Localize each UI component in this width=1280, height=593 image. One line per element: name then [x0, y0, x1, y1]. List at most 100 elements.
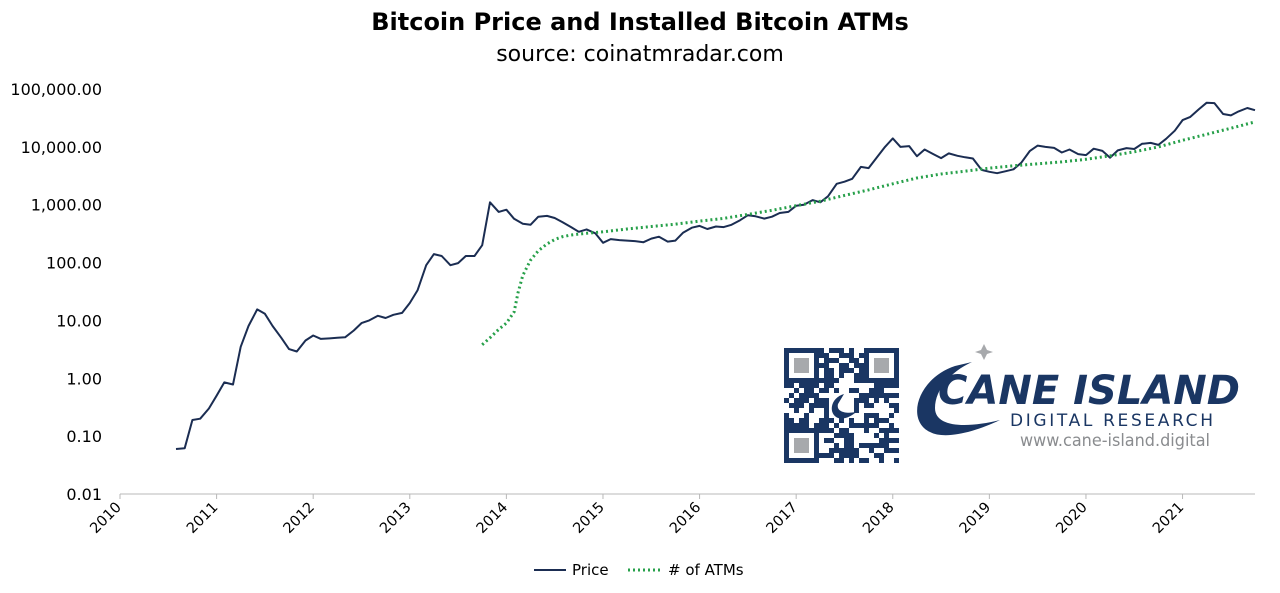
y-tick-label: 100.00: [46, 254, 102, 273]
logo-url: www.cane-island.digital: [1020, 431, 1210, 451]
qr-module: [849, 438, 854, 443]
qr-module: [849, 418, 854, 423]
qr-module: [824, 428, 829, 433]
qr-module: [879, 428, 884, 433]
y-tick-label: 0.10: [66, 427, 102, 446]
qr-module: [849, 353, 854, 358]
qr-module: [854, 453, 859, 458]
qr-module: [789, 403, 794, 408]
qr-module: [824, 383, 829, 388]
qr-module: [884, 448, 889, 453]
qr-module: [869, 448, 874, 453]
qr-module: [784, 413, 789, 418]
qr-module: [839, 418, 844, 423]
qr-module: [894, 448, 899, 453]
x-tick-label: 2014: [474, 500, 511, 537]
qr-module: [874, 383, 879, 388]
qr-module: [819, 418, 824, 423]
qr-module: [829, 373, 834, 378]
qr-module: [794, 398, 799, 403]
qr-module: [804, 383, 809, 388]
qr-module: [784, 383, 789, 388]
y-tick-label: 1.00: [66, 369, 102, 388]
qr-module: [844, 453, 849, 458]
qr-module: [804, 418, 809, 423]
logo-tagline: DIGITAL RESEARCH: [1010, 411, 1218, 431]
qr-module: [819, 398, 824, 403]
y-tick-label: 1,000.00: [31, 196, 102, 215]
x-tick-label: 2020: [1053, 500, 1090, 537]
qr-module: [894, 458, 899, 463]
qr-module: [864, 398, 869, 403]
qr-module: [829, 378, 834, 383]
qr-module: [824, 398, 829, 403]
qr-module: [839, 458, 844, 463]
qr-module: [824, 358, 829, 363]
qr-module: [814, 423, 819, 428]
qr-module: [894, 428, 899, 433]
logo-star-icon: [975, 344, 993, 360]
qr-module: [814, 383, 819, 388]
qr-module: [839, 348, 844, 353]
chart-title: Bitcoin Price and Installed Bitcoin ATMs: [371, 8, 909, 36]
qr-module: [844, 433, 849, 438]
qr-module: [874, 453, 879, 458]
qr-module: [869, 393, 874, 398]
logo-company-name: CANE ISLAND: [938, 368, 1240, 414]
qr-module: [884, 428, 889, 433]
x-tick-label: 2021: [1150, 500, 1187, 537]
qr-module: [854, 358, 859, 363]
qr-module: [824, 378, 829, 383]
qr-module: [844, 428, 849, 433]
qr-module: [879, 443, 884, 448]
qr-module: [844, 368, 849, 373]
qr-module: [884, 443, 889, 448]
qr-module: [874, 388, 879, 393]
qr-module: [869, 388, 874, 393]
qr-finder-inner: [794, 438, 809, 453]
qr-module: [879, 438, 884, 443]
qr-module: [789, 418, 794, 423]
qr-module: [839, 353, 844, 358]
qr-module: [864, 413, 869, 418]
qr-module: [824, 438, 829, 443]
qr-module: [804, 423, 809, 428]
qr-module: [814, 398, 819, 403]
qr-module: [819, 378, 824, 383]
qr-module: [849, 448, 854, 453]
qr-module: [844, 363, 849, 368]
qr-module: [874, 433, 879, 438]
qr-module: [819, 353, 824, 358]
legend-label-price: Price: [572, 561, 609, 579]
qr-module: [864, 403, 869, 408]
qr-module: [874, 398, 879, 403]
qr-module: [789, 383, 794, 388]
qr-module: [844, 438, 849, 443]
qr-module: [824, 373, 829, 378]
qr-module: [879, 453, 884, 458]
qr-module: [854, 363, 859, 368]
qr-module: [819, 363, 824, 368]
qr-module: [839, 433, 844, 438]
qr-module: [864, 428, 869, 433]
qr-module: [819, 388, 824, 393]
qr-module: [839, 453, 844, 458]
qr-module: [884, 398, 889, 403]
qr-module: [834, 448, 839, 453]
legend: Price # of ATMs: [534, 561, 744, 579]
qr-center-logo-icon: [831, 394, 856, 419]
qr-module: [859, 393, 864, 398]
qr-module: [829, 358, 834, 363]
qr-module: [834, 358, 839, 363]
logo-swoosh-icon: [917, 362, 1000, 436]
qr-module: [824, 413, 829, 418]
qr-module: [864, 418, 869, 423]
qr-module: [859, 353, 864, 358]
qr-module: [829, 383, 834, 388]
qr-module: [854, 398, 859, 403]
x-tick-label: 2017: [764, 500, 801, 537]
qr-module: [854, 423, 859, 428]
qr-module: [819, 423, 824, 428]
qr-module: [864, 423, 869, 428]
qr-module: [819, 403, 824, 408]
